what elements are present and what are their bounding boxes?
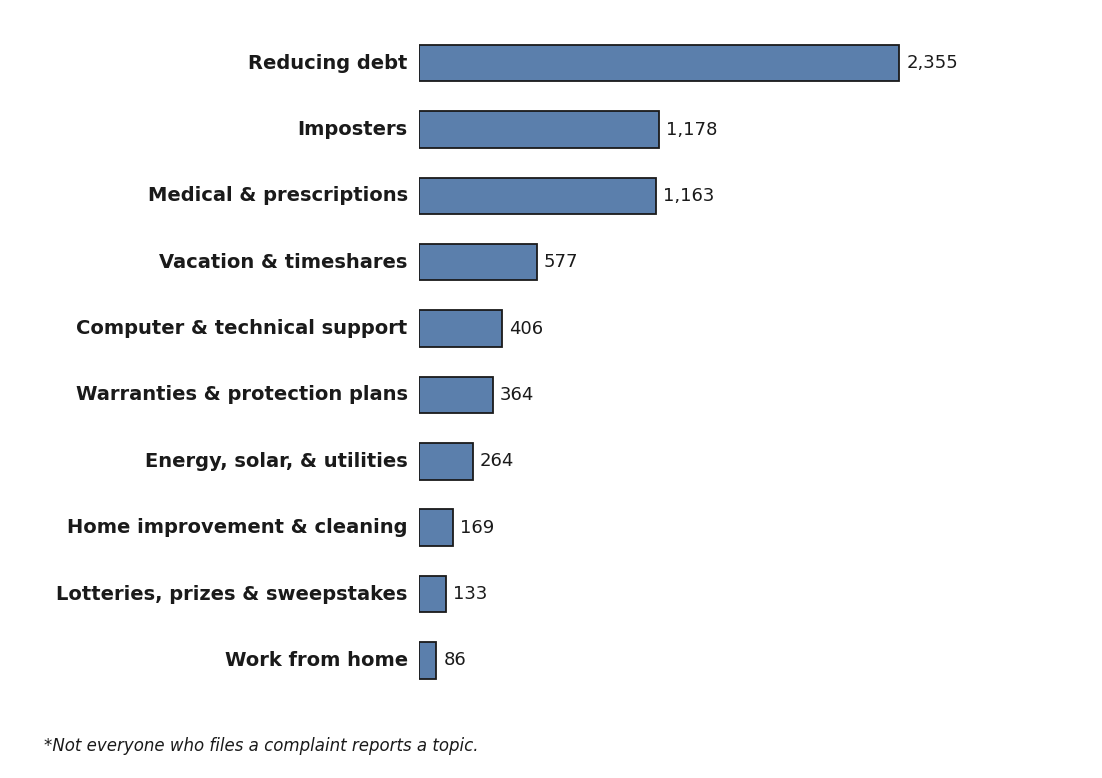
Text: Home improvement & cleaning: Home improvement & cleaning — [67, 518, 408, 537]
Bar — [419, 177, 656, 214]
Text: 406: 406 — [509, 320, 543, 338]
Text: 133: 133 — [453, 585, 487, 603]
Text: Medical & prescriptions: Medical & prescriptions — [148, 187, 408, 205]
Text: 2,355: 2,355 — [907, 54, 959, 72]
Text: Energy, solar, & utilities: Energy, solar, & utilities — [145, 452, 408, 471]
Bar — [419, 443, 473, 479]
Text: 364: 364 — [500, 386, 534, 404]
Text: 86: 86 — [443, 651, 466, 669]
Text: Work from home: Work from home — [225, 651, 408, 670]
Text: 169: 169 — [461, 519, 495, 537]
Bar — [419, 642, 436, 678]
Text: Lotteries, prizes & sweepstakes: Lotteries, prizes & sweepstakes — [56, 584, 408, 604]
Bar — [419, 510, 453, 546]
Text: 264: 264 — [479, 452, 515, 471]
Text: 1,163: 1,163 — [663, 187, 714, 205]
Bar — [419, 377, 493, 413]
Text: Warranties & protection plans: Warranties & protection plans — [76, 385, 408, 405]
Text: Imposters: Imposters — [298, 120, 408, 139]
Text: *Not everyone who files a complaint reports a topic.: *Not everyone who files a complaint repo… — [44, 737, 478, 755]
Text: 577: 577 — [543, 253, 579, 272]
Bar — [419, 111, 659, 148]
Text: Computer & technical support: Computer & technical support — [76, 319, 408, 338]
Bar — [419, 45, 899, 82]
Bar — [419, 576, 446, 612]
Text: Reducing debt: Reducing debt — [248, 54, 408, 72]
Text: Vacation & timeshares: Vacation & timeshares — [160, 253, 408, 272]
Text: 1,178: 1,178 — [667, 121, 717, 138]
Bar — [419, 244, 537, 281]
Bar — [419, 310, 501, 347]
